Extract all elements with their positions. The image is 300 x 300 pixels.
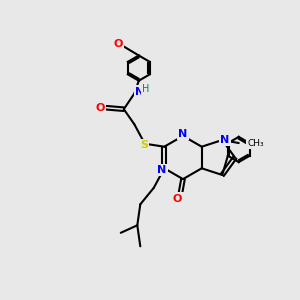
Text: O: O: [96, 103, 105, 113]
Text: O: O: [173, 194, 182, 204]
Text: O: O: [114, 39, 123, 49]
Text: N: N: [220, 135, 229, 145]
Text: CH₃: CH₃: [247, 139, 264, 148]
Text: N: N: [178, 129, 188, 139]
Text: H: H: [142, 84, 149, 94]
Text: S: S: [140, 140, 148, 150]
Text: N: N: [157, 165, 167, 175]
Text: N: N: [135, 87, 144, 97]
